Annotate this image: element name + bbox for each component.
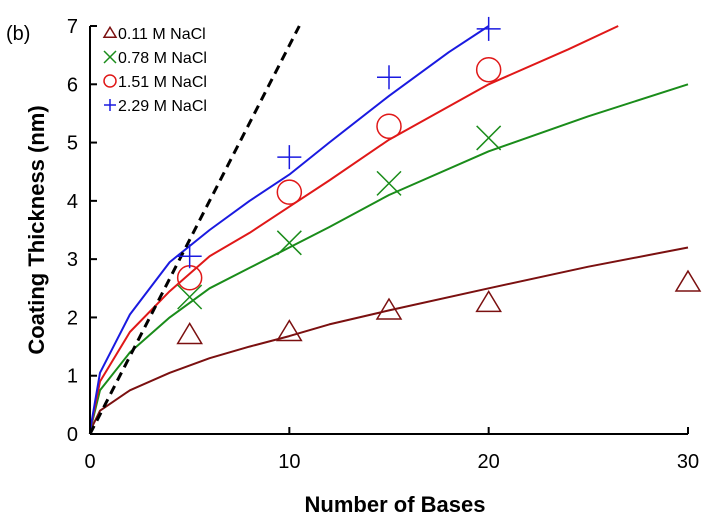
data-point-series-2-0: [176, 265, 203, 291]
y-tick-label: 2: [67, 307, 78, 329]
legend-label-series-0: 0.11 M NaCl: [118, 26, 206, 43]
x-tick-label: 30: [677, 451, 699, 473]
data-point-series-0-2: [375, 297, 403, 320]
y-tick-label: 7: [67, 16, 78, 38]
data-point-series-2-2: [376, 113, 402, 140]
data-point-series-1-2: [376, 170, 402, 196]
y-tick-label: 6: [67, 74, 78, 96]
data-point-series-3-0: [177, 244, 202, 269]
x-axis-ticks: 0 10 20 30: [84, 427, 699, 473]
data-point-series-2-1: [276, 179, 303, 205]
axes: 0 10 20 30 0 1 2 3 4 5 6 7: [67, 16, 699, 473]
data-point-series-0-1: [276, 319, 303, 342]
y-axis-title: Coating Thickness (nm): [24, 105, 49, 354]
y-tick-label: 3: [67, 249, 78, 271]
y-tick-label: 1: [67, 366, 78, 388]
x-axis-title: Number of Bases: [305, 492, 486, 517]
legend-marker-series-2: [103, 74, 117, 88]
data-point-series-3-3: [476, 16, 501, 41]
panel-label: (b): [6, 23, 30, 45]
data-point-series-1-0: [177, 284, 203, 310]
fit-line-series-2: [90, 25, 619, 432]
y-tick-label: 5: [67, 133, 78, 155]
fit-line-series-1: [90, 83, 689, 432]
legend-label-series-1: 0.78 M NaCl: [118, 50, 207, 67]
legend-label-series-3: 2.29 M NaCl: [118, 98, 207, 115]
data-point-series-0-4: [674, 269, 702, 292]
data-point-series-0-3: [475, 290, 502, 313]
legend-marker-series-3: [104, 99, 116, 111]
data-point-series-2-3: [475, 56, 502, 83]
y-axis-ticks: 0 1 2 3 4 5 6 7: [67, 16, 97, 446]
reference-dashed-line: [88, 25, 301, 435]
x-tick-label: 0: [84, 451, 95, 473]
data-point-series-1-1: [276, 230, 302, 256]
legend-marker-series-1: [103, 50, 117, 64]
fit-line-series-0: [90, 246, 689, 432]
y-tick-label: 4: [67, 191, 78, 213]
y-tick-label: 0: [67, 424, 78, 446]
legend: 0.11 M NaCl 0.78 M NaCl 1.51 M NaCl 2.29 M …: [102, 25, 207, 115]
plot-area: [88, 16, 702, 435]
x-tick-label: 10: [278, 451, 300, 473]
fit-line-series-3: [90, 25, 490, 432]
legend-marker-series-0: [102, 25, 118, 39]
data-point-series-0-0: [176, 322, 203, 345]
data-point-series-1-3: [476, 125, 502, 151]
data-point-series-3-2: [377, 65, 401, 90]
data-point-series-3-1: [277, 145, 302, 170]
legend-label-series-2: 1.51 M NaCl: [118, 74, 207, 91]
x-tick-label: 20: [478, 451, 500, 473]
